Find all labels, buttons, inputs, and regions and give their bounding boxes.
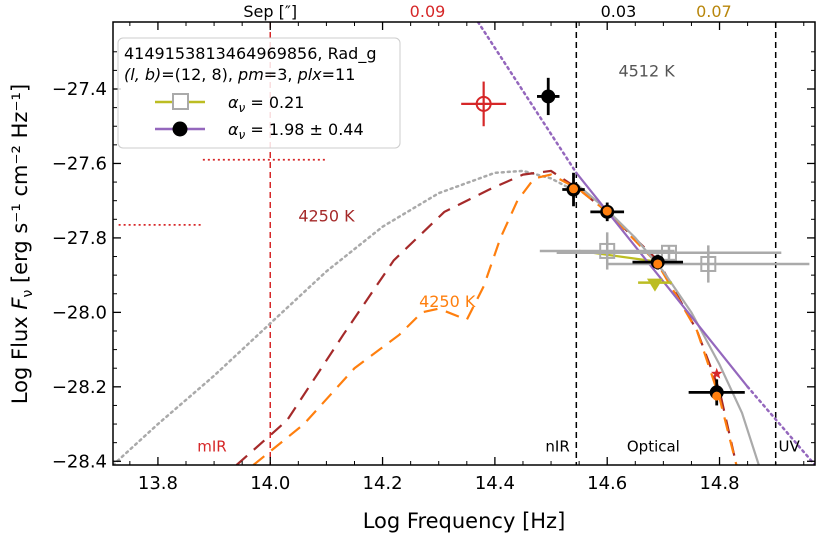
y-tick-label: −27.4 [52,79,107,100]
orange-data-point [569,184,579,194]
region-label: mIR [197,437,226,455]
red-star [711,367,723,379]
top-axis-label: 0.03 [601,2,637,21]
region-label: Optical [627,437,680,455]
curve-orange_dashed_bb [252,173,738,465]
legend-title-line1: 414915381346496985​6, Rad_g [124,44,376,64]
top-axis-label: 0.07 [696,2,732,21]
region-label: UV [778,437,800,455]
black-data-point [541,89,556,104]
legend-entry-1: αν = 1.98 ± 0.44 [228,120,364,142]
y-axis-title: Log Flux Fν [erg s⁻¹ cm⁻² Hz⁻¹] [8,84,36,404]
y-tick-label: −28.2 [52,377,107,398]
curve-purple_fit_tail [746,385,815,465]
red-open-circle [475,95,492,112]
gray-open-square [660,244,677,261]
y-axis: −27.4 −27.6 −27.8 −28.0 −28.2 −28.4 [52,51,815,472]
x-tick-label: 14.0 [250,473,290,494]
curve-purple_fit [476,22,578,175]
temperature-label: 4250 K [298,207,355,226]
orange-data-point [602,206,612,216]
plot-frame [112,21,816,466]
legend-box [117,37,401,149]
x-tick-label: 13.8 [138,473,178,494]
top-axis-label: 0.09 [410,2,446,21]
y-tick-label: −28.0 [52,302,107,323]
top-axis-label: Sep [″] [243,2,297,21]
x-axis: 13.8 14.0 14.2 14.4 14.6 14.8 [129,22,805,494]
legend: 414915381346496985​6, Rad_g (l, b)=(12, … [117,37,401,149]
gray-open-square [700,255,717,272]
legend-marker-filled-circle [172,121,188,137]
y-tick-label: −27.6 [52,153,107,174]
y-tick-label: −28.4 [52,451,107,472]
gray-open-square [599,242,616,259]
x-axis-title: Log Frequency [Hz] [363,509,566,533]
top-axis-labels: Sep [″] 0.09 0.03 0.07 [243,2,731,21]
x-tick-label: 14.6 [587,473,627,494]
temperature-label: 4250 K [419,292,476,311]
plot-area: mIR nIR Optical UV 4512 K 4250 K 4250 K [113,22,815,465]
orange-data-point [653,259,663,269]
x-tick-label: 14.8 [699,473,739,494]
orange-data-point [712,391,722,401]
legend-title-line2: (l, b)=(12, 8), pm=3, plx=11 [124,65,355,84]
yellow-upper-limit-triangle [646,278,663,292]
legend-entry-0: αν = 0.21 [228,93,304,115]
y-tick-label: −27.8 [52,228,107,249]
x-tick-label: 14.4 [475,473,515,494]
region-label: nIR [545,437,569,455]
x-tick-label: 14.2 [363,473,403,494]
legend-marker-open-square [172,93,189,110]
temperature-label: 4512 K [618,61,675,80]
